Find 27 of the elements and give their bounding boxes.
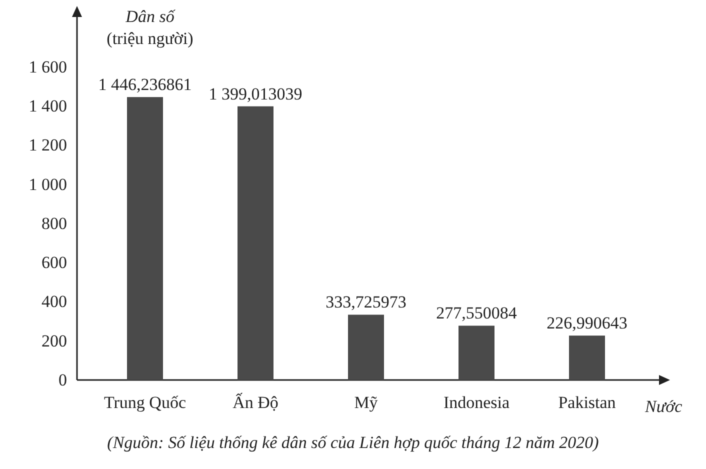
bar [569, 336, 605, 380]
y-tick-label: 1 400 [28, 96, 67, 116]
x-tick-label: Trung Quốc [104, 393, 186, 412]
y-tick-label: 1 600 [28, 57, 67, 76]
x-axis-title: Nước [644, 397, 683, 416]
data-label: 333,725973 [326, 292, 406, 312]
x-tick-label: Indonesia [443, 393, 510, 412]
y-tick-label: 0 [58, 370, 67, 390]
text: (Nguồn: Số liệu thống kê dân số của Liên hợp quốc tháng 12 năm 2020) [107, 433, 600, 452]
bar [238, 106, 274, 380]
y-tick-label: 1 200 [28, 136, 67, 155]
data-label: 226,990643 [546, 314, 628, 333]
y-tick-label: 800 [42, 214, 67, 233]
x-tick-label: Ấn Độ [232, 392, 278, 412]
x-tick-label: Mỹ [354, 393, 378, 412]
bar [348, 314, 384, 380]
y-tick-label: 600 [42, 253, 67, 272]
data-label: 1 446,236861 [98, 75, 192, 94]
y-tick-label: 1 000 [28, 174, 67, 194]
data-label: 277,550084 [436, 304, 518, 323]
y-axis-title: Dân số (triệu người) [106, 7, 194, 48]
bar [127, 97, 163, 380]
y-tick-label: 400 [42, 292, 67, 312]
y-tick-label: 200 [42, 331, 67, 350]
x-tick-label: Pakistan [558, 393, 616, 412]
bar [458, 326, 494, 380]
data-label: 1 399,013039 [208, 84, 302, 104]
